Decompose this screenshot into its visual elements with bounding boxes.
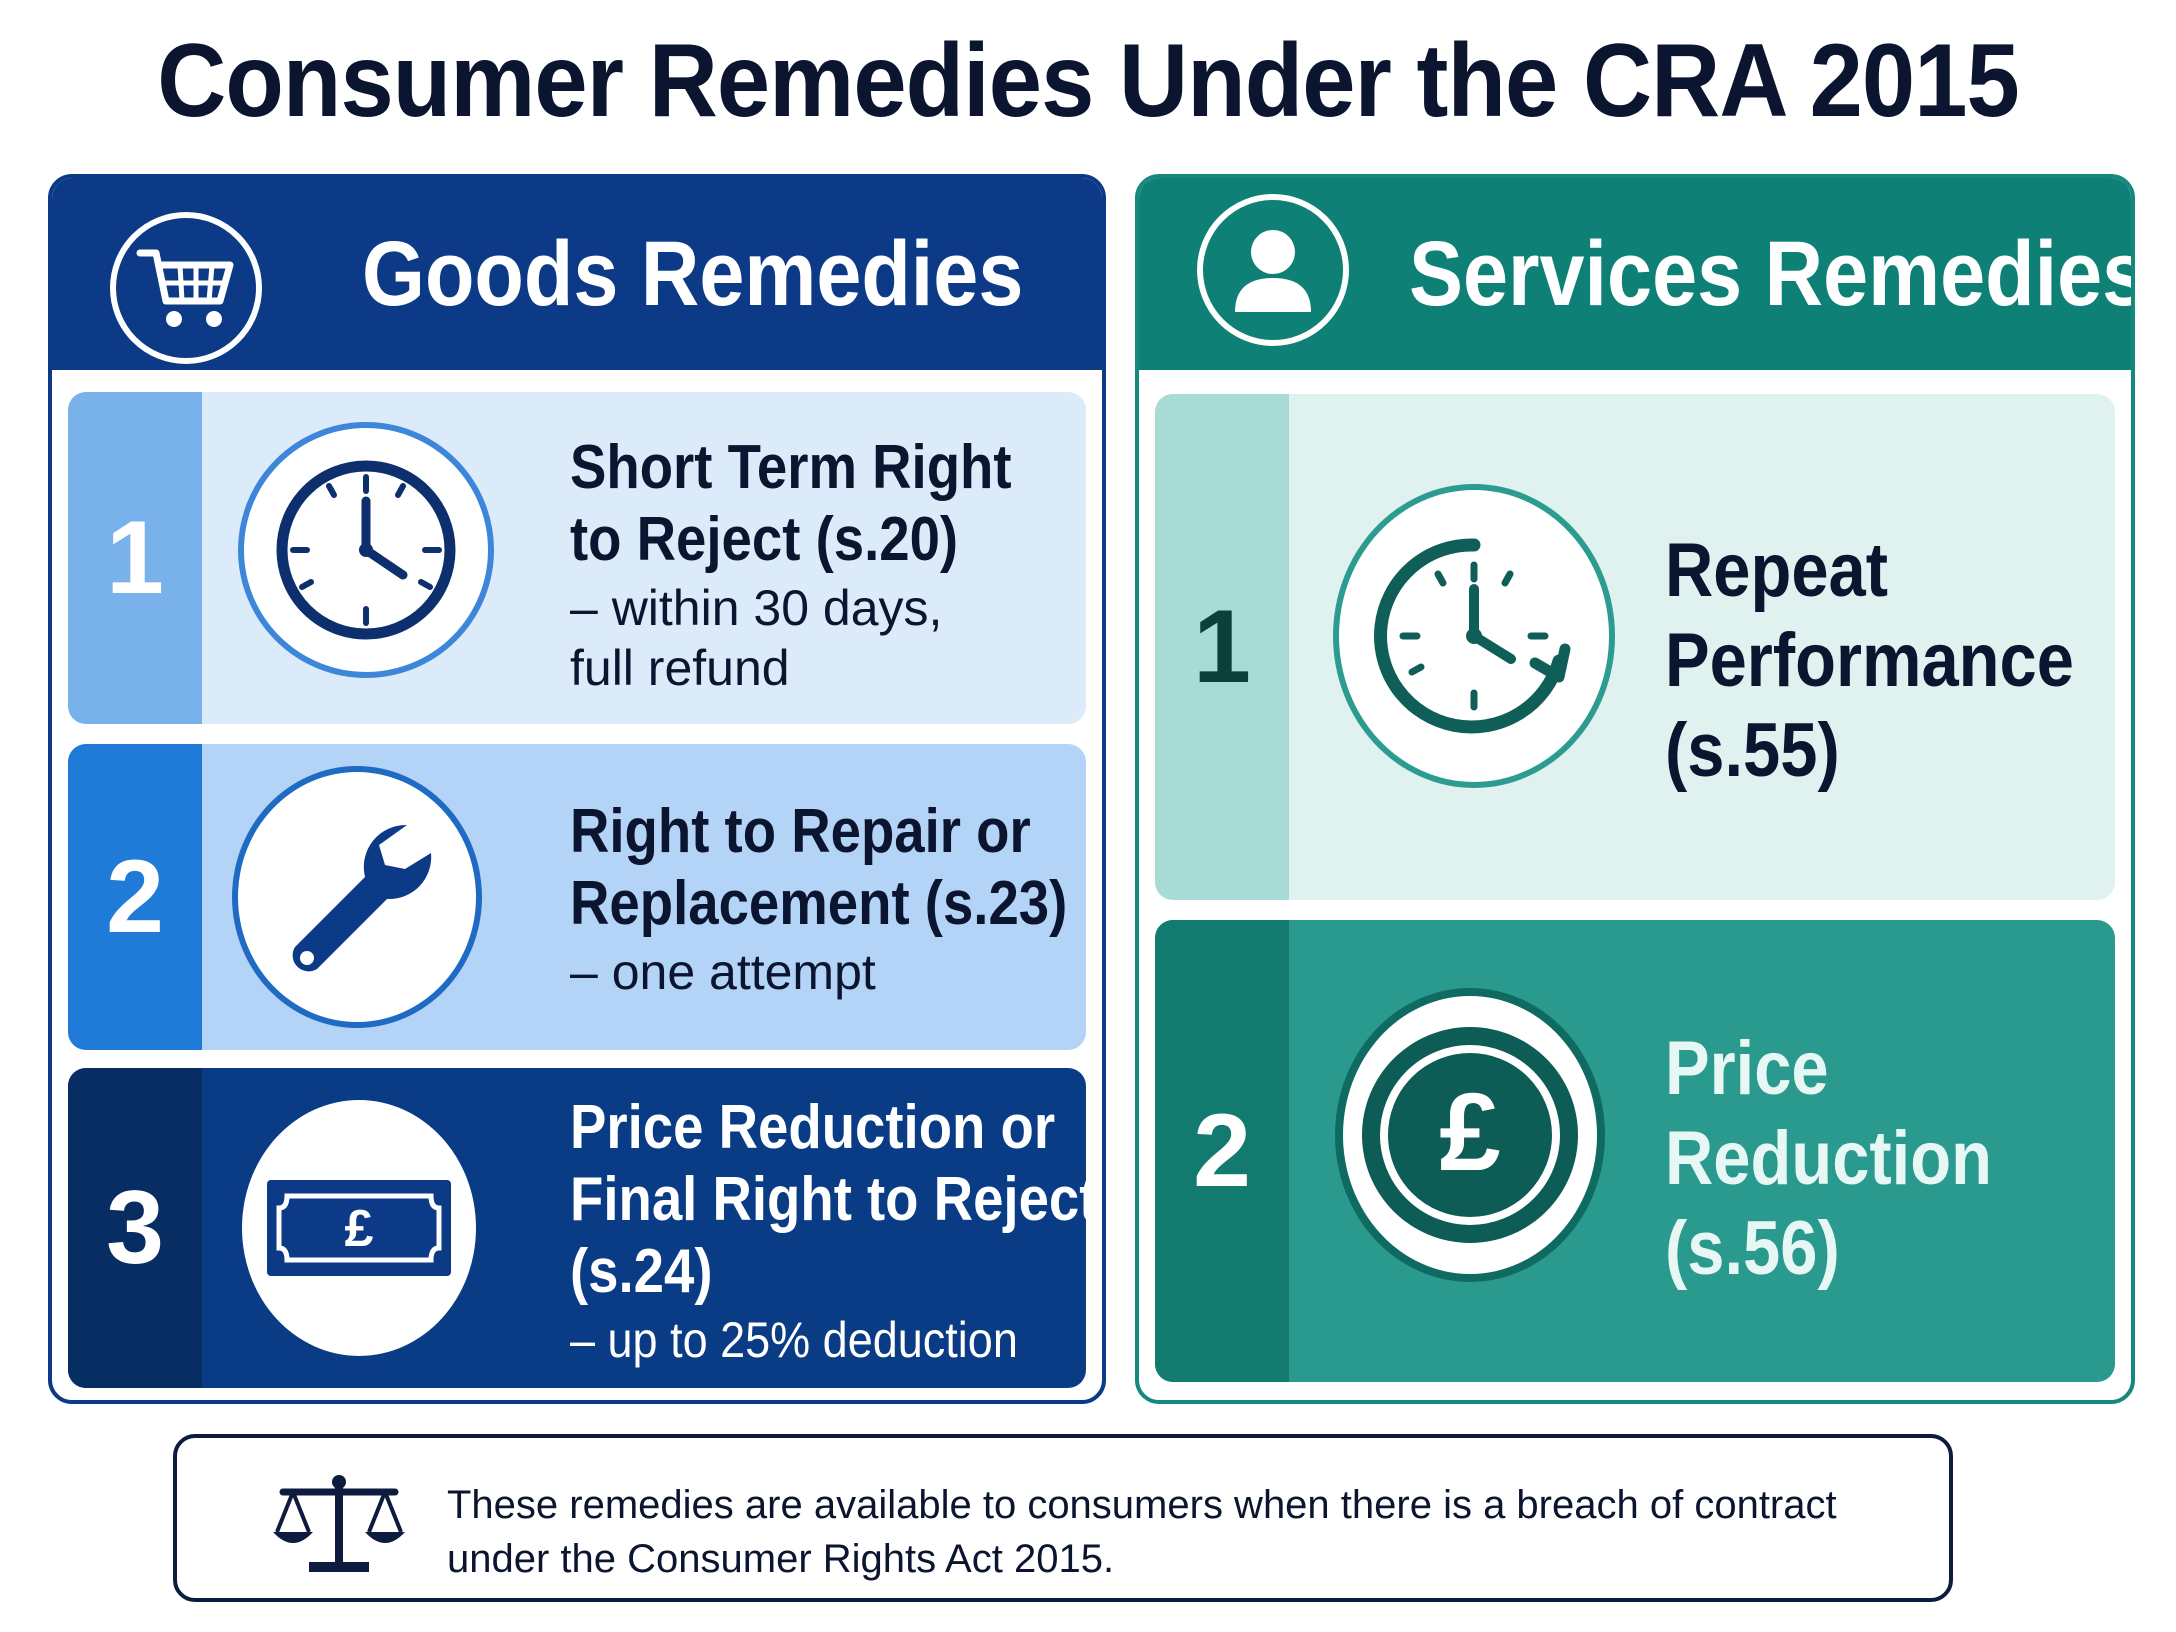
remedy-heading-line: Price (1665, 1026, 1829, 1111)
remedy-heading-line: to Reject (s.20) (570, 505, 959, 574)
remedy-heading-line: Repeat (1665, 528, 1889, 613)
remedy-heading: Repeat Performance (s.55) (1665, 526, 2074, 796)
footer-note-line: These remedies are available to consumer… (447, 1483, 1837, 1527)
banknote-pound-sign: £ (345, 1200, 374, 1258)
coin-pound-sign: £ (1439, 1071, 1500, 1194)
remedy-heading-line: Reduction (1665, 1116, 1992, 1201)
remedy-heading-line: Final Right to Reject (570, 1165, 1086, 1234)
remedy-number: 1 (68, 392, 202, 724)
remedy-heading-line: Performance (1665, 618, 2074, 703)
clock-icon (238, 422, 494, 678)
services-remedy-2: 2 £ Price Reduction (s.56) (1155, 920, 2115, 1382)
remedy-heading: Price Reduction or Final Right to Reject… (570, 1092, 1086, 1308)
goods-remedy-1: 1 Short Term Right to Reject (s.20) (68, 392, 1086, 724)
remedy-heading-line: (s.24) (570, 1237, 713, 1306)
footer-note-line: under the Consumer Rights Act 2015. (447, 1537, 1115, 1581)
services-remedy-1: 1 Repeat Performance (s.55) (1155, 394, 2115, 900)
person-icon (1197, 194, 1349, 346)
remedy-heading-line: Replacement (s.23) (570, 869, 1068, 938)
pound-coin-icon: £ (1335, 988, 1605, 1282)
services-panel-title: Services Remedies (1409, 223, 2135, 325)
shopping-cart-icon (110, 212, 262, 364)
remedy-heading: Right to Repair or Replacement (s.23) (570, 796, 1067, 940)
remedy-number: 1 (1155, 394, 1289, 900)
remedy-detail: – within 30 days, full refund (570, 578, 1072, 698)
banknote-icon: £ (236, 1094, 482, 1362)
remedy-heading: Short Term Right to Reject (s.20) (570, 432, 1012, 576)
goods-panel-header: Goods Remedies (52, 178, 1102, 370)
footer-note-text: These remedies are available to consumer… (447, 1478, 1927, 1586)
goods-remedy-3: 3 £ Price Reduction or Final Right to Re… (68, 1068, 1086, 1388)
services-panel-header: Services Remedies (1139, 178, 2131, 370)
scales-icon (269, 1468, 409, 1583)
wrench-icon (232, 766, 482, 1028)
remedy-heading-line: (s.56) (1665, 1206, 1840, 1291)
remedy-detail-line: – up to 25% deduction (570, 1312, 1018, 1368)
remedy-heading-line: Right to Repair or (570, 797, 1031, 866)
services-remedies-panel: Services Remedies 1 Repeat (1135, 174, 2135, 1404)
remedy-detail: – up to 25% deduction (570, 1310, 1086, 1370)
page-title: Consumer Remedies Under the CRA 2015 (157, 23, 2019, 139)
remedy-number: 3 (68, 1068, 202, 1388)
remedy-detail-line: – one attempt (570, 944, 876, 1000)
remedy-detail: – one attempt (570, 942, 1086, 1002)
remedy-number: 2 (68, 744, 202, 1050)
goods-remedies-panel: Goods Remedies 1 Short Term Right to (48, 174, 1106, 1404)
remedy-number: 2 (1155, 920, 1289, 1382)
goods-remedy-2: 2 Right to Repair or Replacement (s.23) … (68, 744, 1086, 1050)
remedy-heading-line: Short Term Right (570, 433, 1012, 502)
clock-repeat-icon (1333, 484, 1615, 788)
remedy-detail-line: full refund (570, 640, 790, 696)
remedy-detail-line: – within 30 days, (570, 580, 943, 636)
remedy-heading-line: (s.55) (1665, 708, 1840, 793)
remedy-heading: Price Reduction (s.56) (1665, 1024, 1992, 1294)
footer-note-box: These remedies are available to consumer… (173, 1434, 1953, 1602)
remedy-heading-line: Price Reduction or (570, 1093, 1056, 1162)
goods-panel-title: Goods Remedies (362, 223, 1024, 325)
